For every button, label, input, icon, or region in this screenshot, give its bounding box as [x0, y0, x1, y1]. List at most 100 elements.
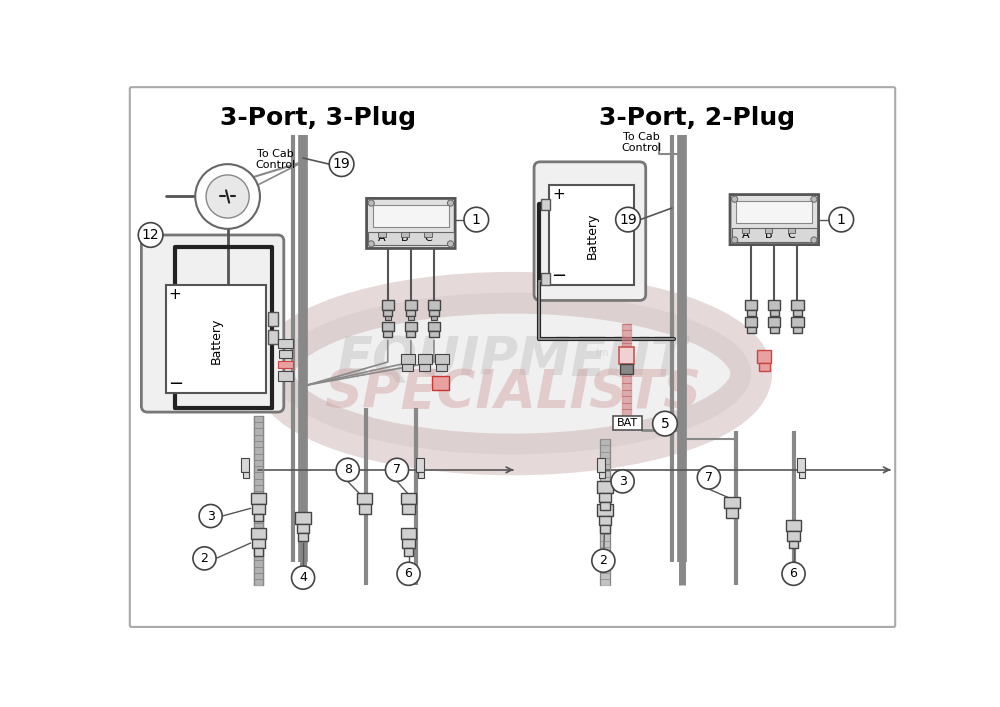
FancyBboxPatch shape: [367, 199, 455, 248]
Circle shape: [464, 207, 489, 232]
Circle shape: [336, 458, 359, 481]
Bar: [251, 527, 266, 539]
Bar: [383, 310, 392, 316]
Bar: [597, 505, 613, 516]
Text: 19: 19: [333, 157, 350, 171]
Text: 7: 7: [705, 471, 713, 484]
Bar: [613, 416, 642, 430]
Bar: [278, 361, 293, 368]
Bar: [541, 199, 550, 211]
Bar: [402, 364, 413, 371]
Text: 5: 5: [661, 416, 669, 431]
Bar: [436, 364, 447, 371]
Bar: [787, 532, 800, 541]
Bar: [402, 539, 415, 549]
Text: 2: 2: [201, 552, 208, 565]
Bar: [166, 285, 266, 393]
Circle shape: [782, 562, 805, 585]
Text: 1: 1: [837, 213, 846, 226]
Bar: [385, 316, 391, 320]
Text: BAT: BAT: [617, 418, 638, 428]
Bar: [401, 527, 416, 539]
Text: 1: 1: [472, 213, 481, 226]
Bar: [597, 458, 605, 472]
Bar: [799, 472, 805, 479]
Text: To Cab
Control: To Cab Control: [622, 132, 662, 153]
Bar: [405, 300, 417, 310]
Bar: [416, 458, 424, 472]
Bar: [600, 525, 610, 533]
Bar: [759, 363, 770, 370]
Circle shape: [811, 196, 817, 202]
Bar: [791, 317, 804, 327]
Bar: [408, 316, 414, 320]
Circle shape: [447, 241, 454, 247]
Text: 3-Port, 2-Plug: 3-Port, 2-Plug: [599, 106, 795, 130]
Bar: [549, 185, 634, 285]
Bar: [359, 505, 371, 514]
Bar: [797, 458, 805, 472]
Bar: [297, 524, 309, 533]
Bar: [435, 354, 449, 364]
Bar: [768, 300, 780, 310]
Circle shape: [653, 411, 677, 436]
Bar: [736, 201, 812, 223]
Bar: [793, 310, 802, 316]
Text: 8: 8: [344, 463, 352, 477]
Circle shape: [193, 547, 216, 570]
Bar: [620, 363, 633, 375]
Bar: [357, 493, 372, 505]
Text: C: C: [788, 230, 796, 240]
Bar: [401, 493, 416, 505]
FancyBboxPatch shape: [730, 194, 819, 245]
Bar: [418, 472, 424, 479]
Text: 3: 3: [207, 510, 215, 522]
FancyBboxPatch shape: [534, 162, 646, 300]
Bar: [599, 472, 605, 479]
Bar: [373, 204, 449, 227]
Bar: [252, 539, 265, 549]
Bar: [268, 312, 278, 326]
Bar: [278, 371, 293, 380]
Bar: [278, 339, 293, 348]
Bar: [788, 228, 795, 233]
Text: C: C: [424, 233, 432, 243]
Text: B: B: [401, 233, 409, 243]
Bar: [432, 376, 449, 390]
Bar: [757, 351, 771, 363]
Bar: [382, 322, 394, 332]
Circle shape: [329, 152, 354, 177]
Bar: [254, 514, 263, 522]
Bar: [368, 231, 454, 245]
Bar: [251, 493, 266, 505]
Circle shape: [447, 200, 454, 206]
Circle shape: [732, 196, 738, 202]
FancyBboxPatch shape: [141, 235, 284, 412]
Text: 3: 3: [619, 475, 627, 488]
Bar: [378, 233, 386, 237]
Bar: [745, 300, 757, 310]
Bar: [406, 310, 415, 316]
Circle shape: [732, 237, 738, 243]
Text: To Cab
Control: To Cab Control: [255, 148, 295, 170]
Bar: [742, 228, 749, 233]
Bar: [404, 549, 413, 556]
Text: 6: 6: [405, 567, 412, 580]
Text: tm: tm: [596, 348, 609, 358]
Text: +: +: [169, 287, 182, 302]
Bar: [431, 316, 437, 320]
Text: 2: 2: [599, 554, 607, 567]
Text: 3-Port, 3-Plug: 3-Port, 3-Plug: [220, 106, 417, 130]
Text: −: −: [168, 375, 183, 392]
Circle shape: [206, 175, 249, 218]
Bar: [745, 317, 757, 327]
Bar: [599, 493, 611, 502]
Bar: [382, 300, 394, 310]
Circle shape: [199, 505, 222, 527]
Text: 12: 12: [142, 228, 159, 242]
Bar: [600, 502, 610, 510]
Circle shape: [368, 241, 374, 247]
Bar: [770, 310, 779, 316]
Bar: [429, 310, 439, 316]
Bar: [747, 327, 756, 333]
